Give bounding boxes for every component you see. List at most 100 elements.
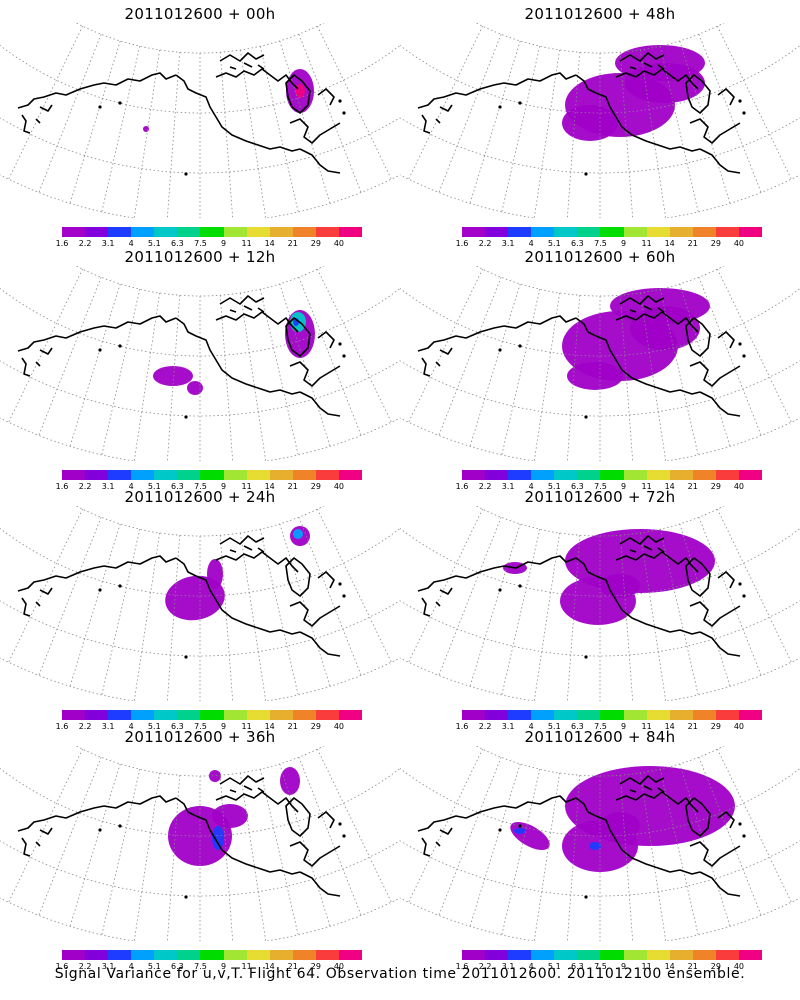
- meridian-line: [239, 292, 267, 461]
- colorbar-tick-label: 1.6: [55, 962, 69, 971]
- polar-map: [0, 266, 400, 461]
- meridian-line: [717, 508, 792, 663]
- colorbar: [462, 227, 763, 237]
- colorbar-tick-label: 5.1: [547, 239, 561, 248]
- colorbar-swatch: [600, 227, 624, 237]
- colorbar-swatch: [462, 227, 486, 237]
- forecast-panel: 2011012600 + 48h 1.6 2.2 3.1 4 5.1 6.3 7.5 9 11 14…: [400, 5, 800, 250]
- colorbar-tick-label: 40: [333, 239, 345, 248]
- colorbar-tick-label: 1.6: [455, 482, 469, 491]
- colorbar-swatch: [108, 710, 132, 720]
- colorbar-tick-label: 11: [641, 482, 652, 491]
- colorbar-tick-label: 3.1: [101, 239, 115, 248]
- colorbar-tick-label: 5.1: [547, 722, 561, 731]
- panel-title: 2011012600 + 00h: [124, 5, 276, 23]
- polar-map: [400, 746, 800, 941]
- meridian-line: [219, 295, 234, 461]
- latitude-line: [75, 266, 325, 297]
- meridian-line: [408, 508, 483, 663]
- colorbar-swatch: [600, 950, 624, 960]
- meridian-line: [698, 277, 762, 436]
- meridian-line: [317, 748, 392, 903]
- colorbar-tick-label: 21: [687, 962, 698, 971]
- colorbar-swatch: [108, 227, 132, 237]
- colorbar-swatch: [508, 470, 532, 480]
- colorbar-tick-label: 11: [241, 482, 252, 491]
- colorbar: [462, 710, 763, 720]
- colorbar-tick-label: 9: [620, 482, 627, 491]
- latitude-line: [475, 23, 725, 54]
- meridian-line: [133, 292, 161, 461]
- colorbar-tick-label: 5.1: [147, 239, 161, 248]
- meridian-line: [438, 757, 502, 916]
- colorbar-swatch: [269, 950, 293, 960]
- colorbar-swatch: [246, 227, 270, 237]
- colorbar-swatch: [623, 470, 647, 480]
- meridian-line: [133, 532, 161, 701]
- colorbar-tick-label: 6.3: [171, 482, 184, 491]
- meridian-line: [639, 532, 667, 701]
- colorbar-tick-label: 21: [287, 239, 298, 248]
- colorbar-tick-label: 7.5: [194, 722, 207, 731]
- forecast-panel: 2011012600 + 12h 1.6 2.2 3.1 4 5.1 6.3 7.5 9 11 14…: [0, 248, 400, 493]
- meridian-line: [166, 295, 181, 461]
- figure-caption: Signal Variance for u,v,T. Flight 64. Ob…: [54, 966, 746, 982]
- meridian-line: [717, 748, 792, 903]
- polar-map: [0, 746, 400, 941]
- colorbar: [62, 227, 363, 237]
- colorbar-tick-label: 6.3: [171, 962, 184, 971]
- polar-map: [0, 506, 400, 701]
- colorbar-tick-label: 14: [664, 482, 675, 491]
- colorbar-swatch: [269, 710, 293, 720]
- colorbar-tick-label: 6.3: [571, 482, 584, 491]
- colorbar-tick-label: 5.1: [147, 482, 161, 491]
- colorbar: [62, 470, 363, 480]
- colorbar-tick-label: 29: [710, 962, 721, 971]
- meridian-line: [659, 289, 699, 455]
- colorbar-swatch: [292, 950, 316, 960]
- polar-map: [400, 266, 800, 461]
- colorbar-tick-label: 3.1: [501, 722, 515, 731]
- panel-title: 2011012600 + 72h: [524, 488, 676, 506]
- meridian-line: [298, 517, 362, 676]
- meridian-line: [469, 283, 521, 447]
- colorbar-tick-label: 9: [220, 962, 227, 971]
- meridian-line: [717, 268, 792, 423]
- panel-title: 2011012600 + 36h: [124, 728, 276, 746]
- meridian-line: [8, 508, 83, 663]
- colorbar-swatch: [338, 950, 363, 960]
- colorbar-tick-label: 1.6: [55, 722, 69, 731]
- colorbar-tick-label: 14: [664, 962, 675, 971]
- colorbar-tick-label: 2.2: [78, 482, 92, 491]
- colorbar-tick-label: 7.5: [194, 239, 207, 248]
- colorbar-swatch: [669, 710, 693, 720]
- variance-region: [209, 770, 221, 782]
- colorbar-tick-label: 29: [710, 722, 721, 731]
- coastline: [417, 52, 746, 176]
- coastline: [17, 52, 346, 176]
- meridian-line: [698, 34, 762, 193]
- meridian-line: [279, 523, 331, 687]
- colorbar-tick-label: 3.1: [501, 482, 515, 491]
- forecast-panel: 2011012600 + 84h 1.6 2.2 3.1 4 5.1 6.3 7.5 9 11 14…: [400, 728, 800, 973]
- meridian-line: [166, 775, 181, 941]
- meridian-line: [133, 772, 161, 941]
- colorbar-swatch: [715, 710, 739, 720]
- meridian-line: [533, 532, 561, 701]
- colorbar-swatch: [646, 710, 670, 720]
- colorbar-tick-label: 14: [664, 239, 675, 248]
- colorbar-tick-label: 4: [128, 239, 134, 248]
- panel-title: 2011012600 + 24h: [124, 488, 276, 506]
- colorbar-tick-label: 29: [310, 722, 321, 731]
- polar-map: [0, 23, 400, 218]
- meridian-line: [659, 769, 699, 935]
- colorbar-swatch: [223, 710, 247, 720]
- colorbar-tick-label: 2.2: [478, 482, 492, 491]
- colorbar-tick-label: 6.3: [571, 239, 584, 248]
- colorbar-swatch: [131, 950, 155, 960]
- meridian-line: [566, 775, 581, 941]
- colorbar-tick-label: 4: [128, 962, 134, 971]
- panel-title: 2011012600 + 60h: [524, 248, 676, 266]
- colorbar-tick-label: 11: [641, 722, 652, 731]
- colorbar-tick-label: 14: [264, 722, 275, 731]
